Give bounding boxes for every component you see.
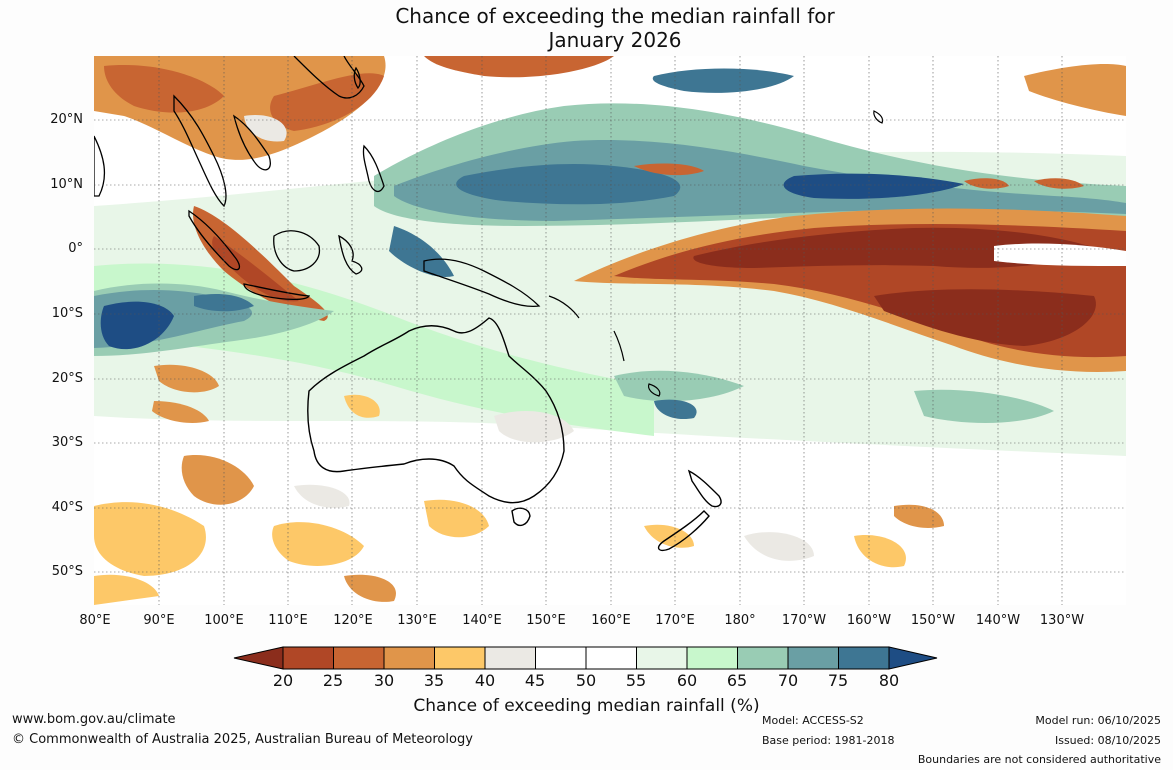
colorbar-tick: 35 <box>423 671 445 690</box>
colorbar-swatch <box>737 646 789 670</box>
lon-label-100e: 100°E <box>204 613 244 628</box>
colorbar-label: Chance of exceeding median rainfall (%) <box>413 696 760 716</box>
model-run-text: Model run: 06/10/2025 <box>1035 714 1161 727</box>
colorbar-arrow-high <box>888 646 938 670</box>
lon-label-180: 180° <box>724 613 756 628</box>
colorbar-swatch <box>484 646 536 670</box>
title-line-1: Chance of exceeding the median rainfall … <box>395 4 835 28</box>
colorbar-tick: 80 <box>878 671 900 690</box>
colorbar-swatch <box>787 646 839 670</box>
lat-label-10s: 10°S <box>51 306 83 321</box>
lat-label-40s: 40°S <box>51 500 83 515</box>
lat-label-50s: 50°S <box>51 564 83 579</box>
disclaimer-text: Boundaries are not considered authoritat… <box>917 753 1161 766</box>
lon-label-130e: 130°E <box>397 613 437 628</box>
colorbar-tick: 55 <box>625 671 647 690</box>
title-line-2: January 2026 <box>548 28 682 52</box>
colorbar-tick: 75 <box>827 671 849 690</box>
colorbar-tick: 50 <box>575 671 597 690</box>
lat-label-equator: 0° <box>68 241 83 256</box>
colorbar-tick: 40 <box>474 671 496 690</box>
lon-label-150w: 150°W <box>910 613 956 628</box>
lon-label-140w: 140°W <box>975 613 1021 628</box>
colorbar-arrow-low <box>233 646 284 670</box>
lon-label-150e: 150°E <box>526 613 566 628</box>
colorbar <box>233 646 938 670</box>
copyright-text: © Commonwealth of Australia 2025, Austra… <box>12 732 473 747</box>
colorbar-swatch <box>383 646 435 670</box>
rainfall-map <box>94 56 1126 605</box>
issued-text: Issued: 08/10/2025 <box>1054 734 1161 747</box>
lon-label-170e: 170°E <box>655 613 695 628</box>
colorbar-swatch <box>333 646 385 670</box>
colorbar-swatch <box>282 646 334 670</box>
base-period-text: Base period: 1981-2018 <box>762 734 895 747</box>
lon-label-120e: 120°E <box>333 613 373 628</box>
model-text: Model: ACCESS-S2 <box>762 714 864 727</box>
colorbar-swatch <box>535 646 587 670</box>
lon-label-160e: 160°E <box>591 613 631 628</box>
colorbar-tick: 60 <box>676 671 698 690</box>
colorbar-tick: 70 <box>777 671 799 690</box>
lon-label-170w: 170°W <box>781 613 827 628</box>
website-link[interactable]: www.bom.gov.au/climate <box>12 712 176 727</box>
colorbar-swatch <box>636 646 688 670</box>
lat-label-30s: 30°S <box>51 435 83 450</box>
colorbar-swatch <box>838 646 890 670</box>
colorbar-tick: 25 <box>322 671 344 690</box>
lat-label-20n: 20°N <box>50 112 83 127</box>
lat-label-20s: 20°S <box>51 371 83 386</box>
colorbar-tick: 30 <box>373 671 395 690</box>
lon-label-160w: 160°W <box>846 613 892 628</box>
lon-label-80e: 80°E <box>79 613 111 628</box>
colorbar-swatch <box>686 646 738 670</box>
colorbar-tick: 65 <box>726 671 748 690</box>
lat-label-10n: 10°N <box>50 177 83 192</box>
lon-label-140e: 140°E <box>462 613 502 628</box>
colorbar-tick: 20 <box>272 671 294 690</box>
lon-label-90e: 90°E <box>143 613 175 628</box>
colorbar-swatch <box>434 646 486 670</box>
map-title: Chance of exceeding the median rainfall … <box>0 4 1173 52</box>
lon-label-130w: 130°W <box>1039 613 1085 628</box>
colorbar-tick: 45 <box>524 671 546 690</box>
lon-label-110e: 110°E <box>268 613 308 628</box>
colorbar-swatch <box>585 646 637 670</box>
